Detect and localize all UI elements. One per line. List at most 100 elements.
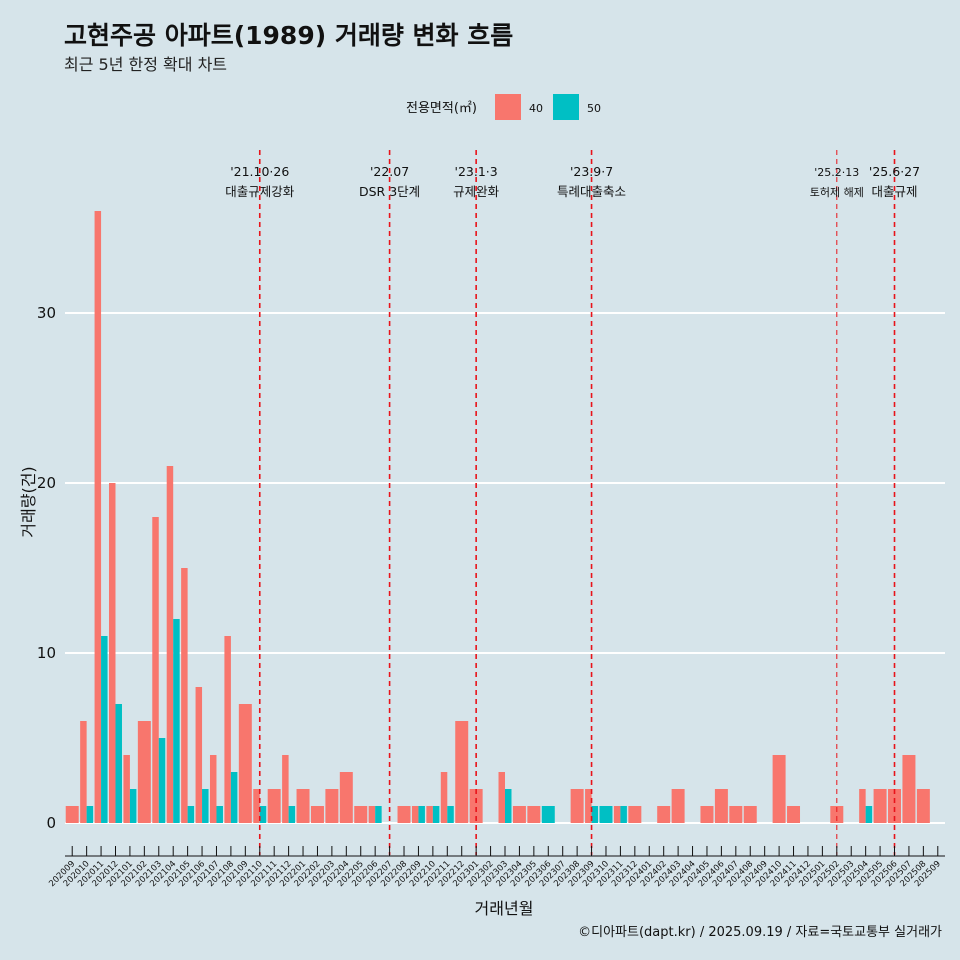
bar-40-202308 — [570, 789, 584, 823]
bar-40-202108 — [224, 636, 231, 823]
bar-40-202106 — [195, 687, 203, 823]
caption: ©디아파트(dapt.kr) / 2025.09.19 / 자료=국토교통부 실… — [578, 925, 942, 940]
y-tick-label-10: 10 — [37, 644, 56, 662]
legend-swatch-50 — [553, 94, 579, 120]
legend-title: 전용면적(㎡) — [406, 101, 477, 116]
bar-40-202309 — [585, 789, 592, 823]
bar-40-202402 — [657, 806, 671, 823]
bar-50-202010 — [86, 806, 94, 823]
event-date-2: '23.1·3 — [455, 164, 498, 179]
bar-50-202105 — [187, 806, 195, 823]
bar-50-202504 — [865, 806, 873, 823]
legend: 전용면적(㎡) 40 50 — [406, 94, 601, 120]
legend-label-50: 50 — [587, 102, 601, 115]
bar-40-202110 — [253, 789, 260, 823]
bar-40-202507 — [902, 755, 916, 823]
bar-40-202212 — [455, 721, 469, 823]
bar-50-202309 — [591, 806, 599, 823]
bar-40-202208 — [397, 806, 411, 823]
bar-40-202111 — [267, 789, 281, 823]
bar-40-202210 — [426, 806, 433, 823]
chart-title: 고현주공 아파트(1989) 거래량 변화 흐름 — [64, 21, 513, 50]
bar-40-202505 — [873, 789, 887, 823]
bar-50-202310 — [599, 806, 613, 823]
bar-40-202112 — [282, 755, 289, 823]
event-date-4: '25.2·13 — [814, 166, 859, 179]
event-label-0: 대출규제강화 — [225, 184, 295, 199]
bar-50-202107 — [216, 806, 223, 823]
bar-50-202011 — [101, 636, 108, 823]
bar-40-202211 — [440, 772, 448, 823]
bar-40-202504 — [859, 789, 866, 823]
bar-40-202203 — [325, 789, 339, 823]
bar-50-202311 — [620, 806, 627, 823]
bar-40-202508 — [916, 789, 930, 823]
legend-label-40: 40 — [529, 102, 543, 115]
bar-40-202103 — [152, 517, 159, 823]
bar-50-202103 — [158, 738, 166, 823]
bar-40-202410 — [772, 755, 786, 823]
event-date-3: '23.9·7 — [570, 164, 613, 179]
bar-50-202112 — [288, 806, 296, 823]
bar-50-202210 — [432, 806, 440, 823]
bar-40-202105 — [181, 568, 188, 823]
event-label-4: 토허제 해제 — [810, 185, 864, 199]
event-label-5: 대출규제 — [872, 184, 918, 199]
bar-40-202202 — [310, 806, 324, 823]
bar-40-202107 — [209, 755, 217, 823]
bar-50-202206 — [375, 806, 382, 823]
bar-40-202312 — [628, 806, 642, 823]
bars-layer — [65, 211, 930, 823]
bar-40-202205 — [354, 806, 368, 823]
bar-40-202206 — [368, 806, 376, 823]
bar-50-202012 — [115, 704, 122, 823]
bar-40-202209 — [411, 806, 419, 823]
bar-50-202303 — [505, 789, 512, 823]
bar-50-202211 — [447, 806, 454, 823]
bar-40-202102 — [137, 721, 151, 823]
bar-50-202108 — [230, 772, 238, 823]
event-date-1: '22.07 — [370, 164, 409, 179]
bar-40-202305 — [527, 806, 541, 823]
bar-40-202311 — [613, 806, 621, 823]
y-tick-label-0: 0 — [46, 814, 56, 832]
bar-40-202201 — [296, 789, 310, 823]
chart-subtitle: 최근 5년 한정 확대 차트 — [64, 55, 227, 74]
bar-40-202304 — [512, 806, 526, 823]
bar-40-202506 — [888, 789, 901, 823]
bar-40-202012 — [109, 483, 116, 823]
bar-40-202405 — [700, 806, 714, 823]
bar-50-202209 — [418, 806, 425, 823]
axis-layer: 2020092020102020112020122021012021022021… — [47, 846, 945, 889]
bar-40-202407 — [729, 806, 743, 823]
bar-50-202306 — [541, 806, 555, 823]
bar-40-202411 — [787, 806, 801, 823]
bar-40-202502 — [830, 806, 844, 823]
bar-40-202406 — [714, 789, 728, 823]
bar-40-202303 — [498, 772, 505, 823]
bar-50-202104 — [173, 619, 180, 823]
event-date-5: '25.6·27 — [869, 164, 920, 179]
legend-swatch-40 — [495, 94, 521, 120]
bar-40-202109 — [238, 704, 252, 823]
y-tick-label-30: 30 — [37, 304, 56, 322]
bar-50-202101 — [129, 789, 137, 823]
bar-40-202408 — [743, 806, 757, 823]
bar-40-202011 — [94, 211, 102, 823]
events-layer: '21.10·26 대출규제강화 '22.07 DSR 3단계 '23.1·3 규제완화 '… — [225, 150, 920, 855]
event-label-2: 규제완화 — [453, 184, 500, 199]
event-label-1: DSR 3단계 — [359, 184, 420, 199]
bar-40-202301 — [469, 789, 483, 823]
y-axis-title: 거래량(건) — [19, 466, 38, 537]
bar-40-202104 — [166, 466, 174, 823]
event-label-3: 특례대출축소 — [557, 184, 626, 199]
bar-40-202101 — [123, 755, 130, 823]
x-axis-title: 거래년월 — [475, 899, 534, 918]
bar-40-202010 — [80, 721, 87, 823]
bar-40-202403 — [671, 789, 685, 823]
bar-40-202204 — [339, 772, 353, 823]
bar-50-202106 — [202, 789, 209, 823]
y-tick-label-20: 20 — [37, 474, 56, 492]
bar-40-202009 — [65, 806, 79, 823]
